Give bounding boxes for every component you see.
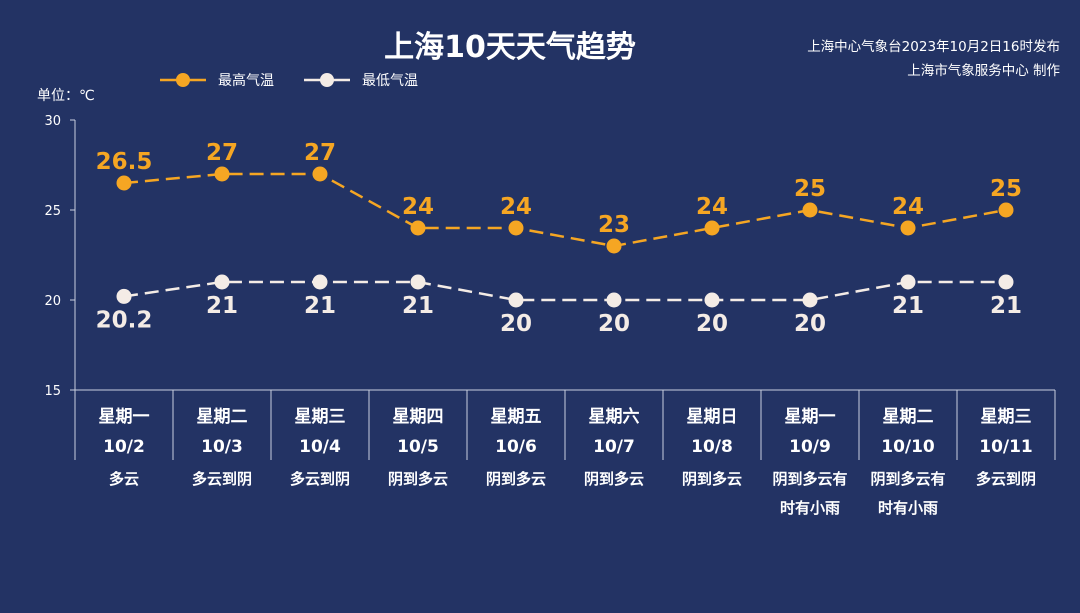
- max-temp-label: 24: [892, 194, 924, 220]
- date-label: 10/3: [201, 437, 243, 457]
- date-label: 10/10: [881, 437, 935, 457]
- producer-text: 上海市气象服务中心 制作: [907, 63, 1060, 79]
- weather-label: 阴到多云: [682, 470, 742, 488]
- chart-legend: 最高气温 最低气温: [160, 70, 448, 90]
- y-tick-label: 20: [44, 294, 61, 309]
- max-temp-point: [410, 220, 426, 236]
- min-temp-label: 20: [598, 311, 630, 337]
- issue-time-text: 上海中心气象台2023年10月2日16时发布: [807, 39, 1060, 55]
- min-temp-point: [998, 274, 1014, 290]
- min-temp-line: [123, 280, 1006, 302]
- min-temp-point: [802, 292, 818, 308]
- min-temp-label: 21: [304, 293, 336, 319]
- weekday-label: 星期三: [981, 407, 1032, 427]
- legend-min-marker-icon: [304, 73, 350, 87]
- max-temp-label: 25: [990, 176, 1022, 202]
- max-temp-point: [312, 166, 328, 182]
- min-temp-point: [704, 292, 720, 308]
- min-temp-point: [508, 292, 524, 308]
- min-temp-point: [116, 288, 132, 304]
- y-tick-label: 30: [44, 114, 61, 129]
- min-temp-point: [900, 274, 916, 290]
- weather-label: 阴到多云有: [772, 470, 847, 488]
- weekday-label: 星期一: [785, 407, 836, 427]
- max-temp-point: [116, 175, 132, 191]
- min-temp-label: 21: [206, 293, 238, 319]
- legend-max-label: 最高气温: [218, 73, 274, 89]
- min-temp-point: [214, 274, 230, 290]
- max-temp-label: 27: [206, 140, 238, 166]
- max-temp-label: 27: [304, 140, 336, 166]
- date-label: 10/11: [979, 437, 1033, 457]
- weather-label: 多云到阴: [976, 470, 1036, 488]
- y-tick-label: 25: [44, 204, 61, 219]
- weather-label: 阴到多云: [486, 470, 546, 488]
- max-temp-point: [214, 166, 230, 182]
- weather-label: 多云到阴: [192, 470, 252, 488]
- max-temp-point: [508, 220, 524, 236]
- max-temp-point: [704, 220, 720, 236]
- min-temp-point: [312, 274, 328, 290]
- min-temp-point: [410, 274, 426, 290]
- weekday-label: 星期二: [197, 407, 248, 427]
- legend-min-label: 最低气温: [362, 73, 418, 89]
- weather-label: 多云: [109, 470, 139, 488]
- date-label: 10/9: [789, 437, 831, 457]
- max-temp-point: [802, 202, 818, 218]
- min-temp-label: 21: [990, 293, 1022, 319]
- y-tick-label: 15: [44, 384, 61, 399]
- max-temp-label: 26.5: [96, 149, 153, 175]
- weather-label: 多云到阴: [290, 470, 350, 488]
- weather-label: 阴到多云: [584, 470, 644, 488]
- min-temp-label: 20: [500, 311, 532, 337]
- unit-label: 单位：℃: [37, 88, 95, 104]
- weekday-label: 星期五: [491, 407, 542, 427]
- weather-label: 阴到多云: [388, 470, 448, 488]
- min-temp-label: 20: [696, 311, 728, 337]
- weekday-label: 星期四: [393, 407, 444, 427]
- max-temp-label: 24: [696, 194, 728, 220]
- issuer-info: 上海中心气象台2023年10月2日16时发布 上海市气象服务中心 制作: [807, 35, 1060, 83]
- weekday-label: 星期三: [295, 407, 346, 427]
- max-temp-line: [123, 172, 1007, 248]
- min-temp-label: 21: [892, 293, 924, 319]
- max-temp-label: 25: [794, 176, 826, 202]
- legend-item-max: 最高气温: [160, 70, 274, 90]
- date-label: 10/5: [397, 437, 439, 457]
- max-temp-point: [998, 202, 1014, 218]
- date-label: 10/6: [495, 437, 537, 457]
- weekday-label: 星期二: [883, 407, 934, 427]
- weekday-label: 星期一: [99, 407, 150, 427]
- min-temp-label: 21: [402, 293, 434, 319]
- weather-label: 阴到多云有: [870, 470, 945, 488]
- legend-item-min: 最低气温: [304, 70, 418, 90]
- chart-title: 上海10天天气趋势: [384, 30, 636, 65]
- max-temp-label: 24: [402, 194, 434, 220]
- max-temp-label: 23: [598, 212, 630, 238]
- legend-max-marker-icon: [160, 73, 206, 87]
- min-temp-label: 20: [794, 311, 826, 337]
- min-temp-label: 20.2: [96, 307, 153, 333]
- max-temp-label: 24: [500, 194, 532, 220]
- weather-label: 时有小雨: [878, 499, 938, 517]
- max-temp-point: [606, 238, 622, 254]
- date-label: 10/7: [593, 437, 635, 457]
- date-label: 10/8: [691, 437, 733, 457]
- date-label: 10/4: [299, 437, 341, 457]
- weekday-label: 星期六: [589, 406, 640, 427]
- date-label: 10/2: [103, 437, 145, 457]
- max-temp-point: [900, 220, 916, 236]
- min-temp-point: [606, 292, 622, 308]
- weekday-label: 星期日: [687, 407, 738, 427]
- weather-label: 时有小雨: [780, 499, 840, 517]
